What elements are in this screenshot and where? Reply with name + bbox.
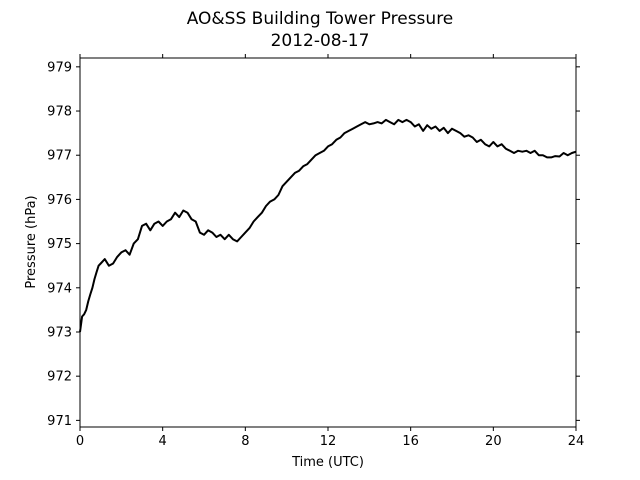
x-tick-label: 20 [485,434,502,449]
plot-frame [79,57,577,428]
x-tick-label: 8 [241,434,249,449]
x-axis-label: Time (UTC) [291,455,364,470]
y-axis-label: Pressure (hPa) [24,195,39,288]
y-tick-label: 976 [47,193,72,208]
y-tick-label: 973 [47,325,72,340]
x-tick-label: 24 [568,434,585,449]
x-tick-label: 16 [402,434,419,449]
chart-subtitle: 2012-08-17 [271,31,370,51]
x-tick-label: 12 [320,434,337,449]
y-tick-label: 971 [47,414,72,429]
y-tick-label: 977 [47,149,72,164]
x-tick-label: 4 [159,434,167,449]
y-tick-label: 979 [47,60,72,75]
y-tick-label: 975 [47,237,72,252]
y-tick-label: 972 [47,370,72,385]
y-tick-label: 974 [47,281,72,296]
x-tick-label: 0 [76,434,84,449]
chart-title: AO&SS Building Tower Pressure [187,9,454,29]
axis-ticks: 0 4 8 12 16 20 24 971 972 973 974 975 976 977 978 979 [47,54,584,449]
y-tick-label: 978 [47,105,72,120]
pressure-series-line [79,118,577,333]
